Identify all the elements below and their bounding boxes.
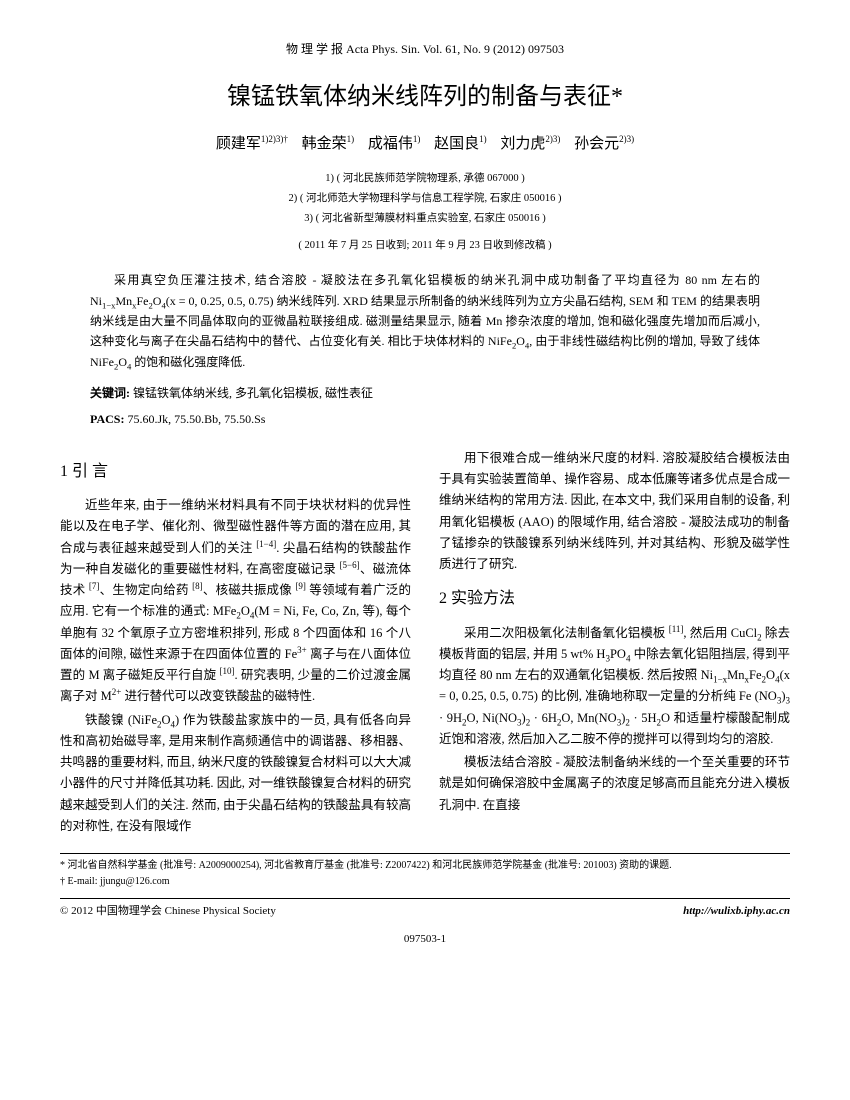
keywords-line: 关键词: 镍锰铁氧体纳米线, 多孔氧化铝模板, 磁性表征 — [90, 384, 760, 404]
affiliation-1: 1) ( 河北民族师范学院物理系, 承德 067000 ) — [60, 169, 790, 189]
left-column: 1 引 言 近些年来, 由于一维纳米材料具有不同于块状材料的优异性能以及在电子学… — [60, 448, 411, 839]
intro-para-2: 铁酸镍 (NiFe2O4) 作为铁酸盐家族中的一员, 具有低各向异性和高初始磁导… — [60, 710, 411, 838]
intro-para-3: 用下很难合成一维纳米尺度的材料. 溶胶凝胶结合模板法由于具有实验装置简单、操作容… — [439, 448, 790, 576]
submission-dates: ( 2011 年 7 月 25 日收到; 2011 年 9 月 23 日收到修改… — [60, 237, 790, 254]
affiliation-2: 2) ( 河北师范大学物理科学与信息工程学院, 石家庄 050016 ) — [60, 189, 790, 209]
footnote-separator — [60, 853, 790, 854]
copyright-text: © 2012 中国物理学会 Chinese Physical Society — [60, 902, 276, 920]
keywords-label: 关键词: — [90, 386, 130, 400]
method-para-2: 模板法结合溶胶 - 凝胶法制备纳米线的一个至关重要的环节就是如何确保溶胶中金属离… — [439, 752, 790, 816]
footer-bar: © 2012 中国物理学会 Chinese Physical Society h… — [60, 898, 790, 920]
footnotes: * 河北省自然科学基金 (批准号: A2009000254), 河北省教育厅基金… — [60, 858, 790, 890]
right-column: 用下很难合成一维纳米尺度的材料. 溶胶凝胶结合模板法由于具有实验装置简单、操作容… — [439, 448, 790, 839]
footnote-funding: * 河北省自然科学基金 (批准号: A2009000254), 河北省教育厅基金… — [60, 858, 790, 874]
footnote-email: † E-mail: jjungu@126.com — [60, 874, 790, 890]
abstract-text: 采用真空负压灌注技术, 结合溶胶 - 凝胶法在多孔氧化铝模板的纳米孔洞中成功制备… — [90, 270, 760, 372]
affiliations: 1) ( 河北民族师范学院物理系, 承德 067000 ) 2) ( 河北师范大… — [60, 169, 790, 229]
body-columns: 1 引 言 近些年来, 由于一维纳米材料具有不同于块状材料的优异性能以及在电子学… — [60, 448, 790, 839]
section-1-heading: 1 引 言 — [60, 458, 411, 485]
section-2-heading: 2 实验方法 — [439, 585, 790, 612]
method-para-1: 采用二次阳极氧化法制备氧化铝模板 [11], 然后用 CuCl2 除去模板背面的… — [439, 623, 790, 751]
page-number: 097503-1 — [60, 930, 790, 948]
journal-url: http://wulixb.iphy.ac.cn — [683, 902, 790, 920]
intro-para-1: 近些年来, 由于一维纳米材料具有不同于块状材料的优异性能以及在电子学、催化剂、微… — [60, 495, 411, 708]
pacs-line: PACS: 75.60.Jk, 75.50.Bb, 75.50.Ss — [90, 410, 760, 430]
journal-header: 物 理 学 报 Acta Phys. Sin. Vol. 61, No. 9 (… — [60, 40, 790, 60]
pacs-value: 75.60.Jk, 75.50.Bb, 75.50.Ss — [127, 412, 265, 426]
affiliation-3: 3) ( 河北省新型薄膜材料重点实验室, 石家庄 050016 ) — [60, 209, 790, 229]
keywords-value: 镍锰铁氧体纳米线, 多孔氧化铝模板, 磁性表征 — [133, 386, 373, 400]
pacs-label: PACS: — [90, 412, 124, 426]
authors-line: 顾建军1)2)3)† 韩金荣1) 成福伟1) 赵国良1) 刘力虎2)3) 孙会元… — [60, 132, 790, 157]
paper-title: 镍锰铁氧体纳米线阵列的制备与表征* — [60, 78, 790, 118]
